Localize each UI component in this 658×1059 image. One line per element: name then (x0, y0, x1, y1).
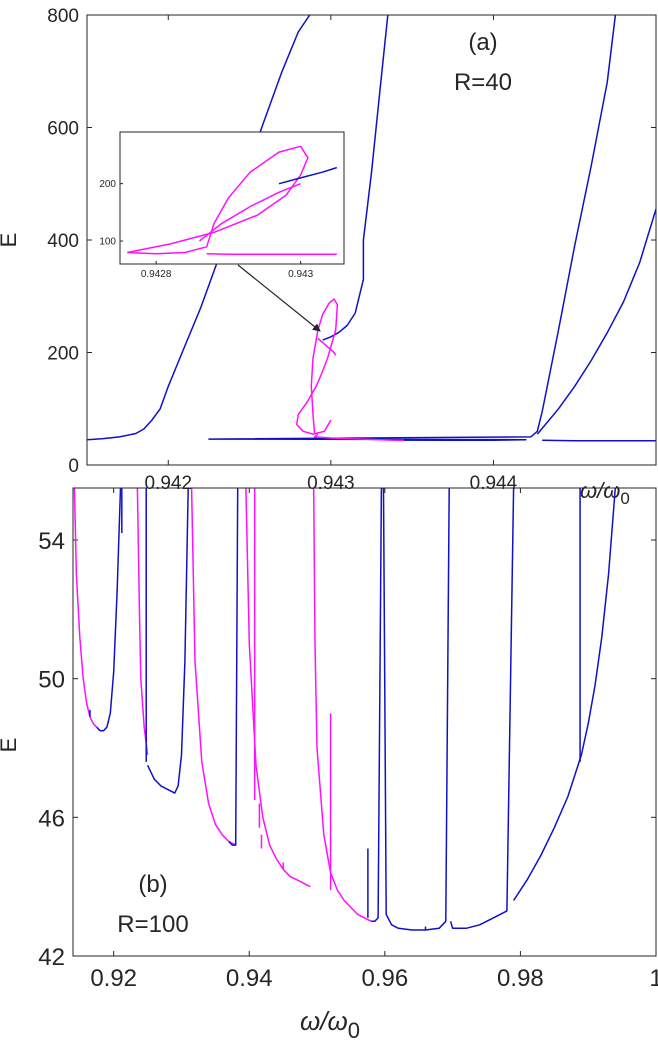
inset-series-line-blue (278, 166, 338, 185)
panel-b-tick-labels: 0.92 0.94 0.96 0.98 1 42 46 50 54 (38, 528, 658, 992)
series-line-magenta (312, 488, 372, 922)
inset-ytick-label: 100 (99, 237, 116, 248)
inset-background (120, 132, 344, 264)
panel-a-inset: 0.9428 0.943 100 200 (99, 131, 345, 280)
panel-b-frame (72, 487, 657, 957)
inset-series-line-magenta (199, 183, 301, 242)
series-line-blue (449, 488, 515, 930)
panel-a-ylabel: E (0, 233, 21, 248)
series-line-blue (87, 15, 311, 441)
series-line-blue (208, 15, 617, 442)
panel-b-ytick-label: 46 (38, 805, 65, 832)
panel-b-label: (b) (138, 871, 167, 898)
series-line-magenta (190, 488, 237, 846)
series-line-magenta (73, 488, 98, 728)
series-line-blue (146, 488, 189, 794)
inset-ticks: 0.9428 0.943 100 200 (99, 179, 313, 280)
panel-b: 0.92 0.94 0.96 0.98 1 42 46 50 54 E ω/ω0 (b) R=1… (0, 487, 658, 1043)
panel-b-ylabel: E (0, 738, 21, 753)
panel-b-annotation: R=100 (117, 911, 188, 938)
inset-frame (119, 131, 345, 265)
series-line-blue (228, 488, 239, 846)
series-line-blue (96, 488, 122, 732)
panel-b-ytick-label: 54 (38, 528, 65, 555)
series-line-blue (542, 439, 656, 442)
inset-ytick-label: 200 (99, 179, 116, 190)
series-line-magenta (295, 298, 339, 435)
panel-b-xtick-label: 0.96 (361, 965, 408, 992)
series-line-magenta (317, 337, 337, 356)
panel-a-ytick-label: 800 (47, 6, 79, 27)
panel-b-xtick-label: 0.92 (90, 965, 137, 992)
panel-a-ytick-label: 400 (47, 231, 79, 252)
panel-a-xtick-label: 0.944 (470, 473, 518, 494)
panel-a-ytick-label: 200 (47, 344, 79, 365)
series-line-blue (371, 488, 385, 923)
panel-a-xlabel: ω/ω0 (580, 478, 630, 508)
inset-xtick-label: 0.943 (288, 269, 313, 280)
series-line-magenta (313, 433, 404, 442)
panel-a-annotation: R=40 (454, 69, 512, 96)
panel-b-series (73, 488, 617, 931)
panel-a-tick-labels: 0.942 0.943 0.944 0 200 400 600 800 (47, 6, 517, 494)
series-line-blue (512, 488, 617, 901)
inset-series (127, 145, 338, 255)
panel-a-series (87, 15, 656, 442)
panel-b-xtick-label: 0.94 (226, 965, 273, 992)
series-line-blue (382, 488, 450, 931)
panel-b-ytick-label: 50 (38, 667, 65, 694)
series-line-magenta (245, 488, 311, 888)
panel-a-ticks (87, 14, 656, 466)
panel-a-frame (86, 14, 657, 466)
inset-pointer-arrow (237, 264, 321, 332)
panel-a-xtick-label: 0.942 (145, 473, 193, 494)
panel-b-xlabel: ω/ω0 (300, 1006, 360, 1043)
panel-a-ytick-label: 600 (47, 119, 79, 140)
inset-series-line-magenta (206, 252, 337, 255)
panel-a-xtick-label: 0.943 (307, 473, 355, 494)
panel-b-xtick-label: 1 (649, 965, 658, 992)
panel-b-xtick-label: 0.98 (497, 965, 544, 992)
panel-a-label: (a) (468, 29, 497, 56)
inset-xtick-label: 0.9428 (141, 269, 172, 280)
panel-a-ytick-label: 0 (68, 456, 79, 477)
inset-series-line-magenta (127, 145, 309, 255)
panel-b-ytick-label: 42 (38, 944, 65, 971)
series-line-blue (536, 208, 656, 435)
series-line-magenta (136, 488, 149, 755)
